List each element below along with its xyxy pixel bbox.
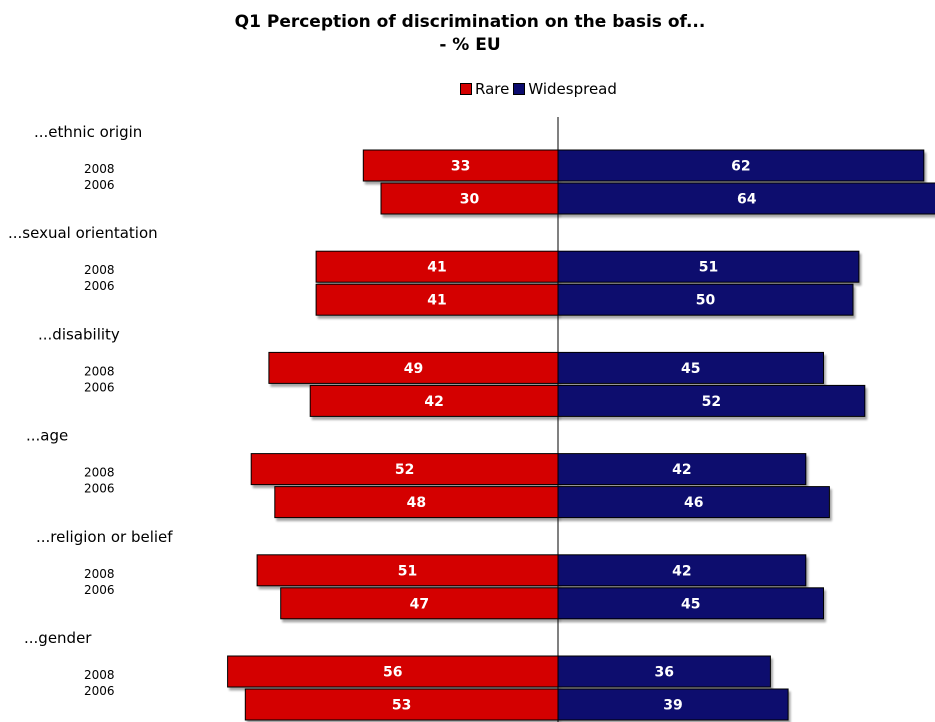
year-label: 2008 <box>84 263 115 277</box>
bar-widespread <box>557 453 807 486</box>
category-label: ...gender <box>24 629 92 647</box>
bar-widespread <box>557 384 866 417</box>
legend-item-rare: Rare <box>460 80 509 98</box>
bar-label-widespread: 64 <box>737 192 757 208</box>
bar-label-rare: 51 <box>398 563 417 579</box>
category-label: ...ethnic origin <box>34 123 142 141</box>
bar-rare <box>250 453 559 486</box>
bar-label-rare: 42 <box>424 394 443 410</box>
bar-label-widespread: 42 <box>672 563 691 579</box>
bar-rare <box>274 486 559 519</box>
year-label: 2008 <box>84 162 115 176</box>
bar-widespread <box>557 655 771 688</box>
bar-widespread <box>557 283 854 316</box>
bar-label-widespread: 62 <box>731 159 750 175</box>
chart-title-line1: Q1 Perception of discrimination on the b… <box>234 12 706 32</box>
bar-rare <box>244 688 559 721</box>
year-label: 2006 <box>84 178 115 192</box>
legend-label-widespread: Widespread <box>528 80 617 98</box>
bar-label-widespread: 45 <box>681 596 700 612</box>
legend-swatch-widespread <box>513 83 526 95</box>
bar-widespread <box>557 250 860 283</box>
bar-label-rare: 52 <box>395 462 414 478</box>
bar-rare <box>315 250 559 283</box>
bar-widespread <box>557 587 824 620</box>
chart-legend: Rare Widespread <box>460 79 621 99</box>
bar-label-rare: 41 <box>427 260 446 276</box>
bar-label-widespread: 39 <box>663 698 682 714</box>
bar-label-widespread: 51 <box>699 260 718 276</box>
year-label: 2006 <box>84 583 115 597</box>
bar-label-rare: 48 <box>407 495 426 511</box>
bar-widespread <box>557 554 807 587</box>
bar-rare <box>280 587 559 620</box>
bar-label-rare: 30 <box>460 192 480 208</box>
bar-label-widespread: 50 <box>696 293 716 309</box>
bar-label-rare: 47 <box>410 596 429 612</box>
legend-item-widespread: Widespread <box>513 80 617 98</box>
bar-label-widespread: 52 <box>702 394 721 410</box>
year-label: 2008 <box>84 668 115 682</box>
bar-label-widespread: 36 <box>654 665 673 681</box>
bar-label-rare: 53 <box>392 698 411 714</box>
bar-rare <box>309 384 559 417</box>
bar-rare <box>362 149 559 182</box>
category-label: ...disability <box>38 325 120 343</box>
bar-rare <box>256 554 559 587</box>
bar-label-rare: 41 <box>427 293 446 309</box>
bar-rare <box>380 182 559 215</box>
year-label: 2006 <box>84 279 115 293</box>
chart-title-line2: - % EU <box>439 35 501 55</box>
bar-rare <box>227 655 559 688</box>
bar-label-rare: 33 <box>451 159 470 175</box>
bar-label-rare: 56 <box>383 665 402 681</box>
category-label: ...religion or belief <box>36 528 173 546</box>
bar-label-widespread: 46 <box>684 495 703 511</box>
year-label: 2008 <box>84 364 115 378</box>
category-label: ...sexual orientation <box>8 224 158 242</box>
year-label: 2008 <box>84 466 115 480</box>
category-label: ...age <box>26 427 68 445</box>
bar-widespread <box>557 351 824 384</box>
year-label: 2006 <box>84 482 115 496</box>
year-label: 2006 <box>84 380 115 394</box>
year-label: 2006 <box>84 684 115 698</box>
legend-swatch-rare <box>460 83 472 95</box>
bar-label-widespread: 45 <box>681 361 700 377</box>
bar-label-rare: 49 <box>404 361 423 377</box>
bar-rare <box>315 283 559 316</box>
bar-widespread <box>557 486 830 519</box>
bar-widespread <box>557 688 789 721</box>
legend-label-rare: Rare <box>475 80 510 98</box>
bar-label-widespread: 42 <box>672 462 691 478</box>
year-label: 2008 <box>84 567 115 581</box>
